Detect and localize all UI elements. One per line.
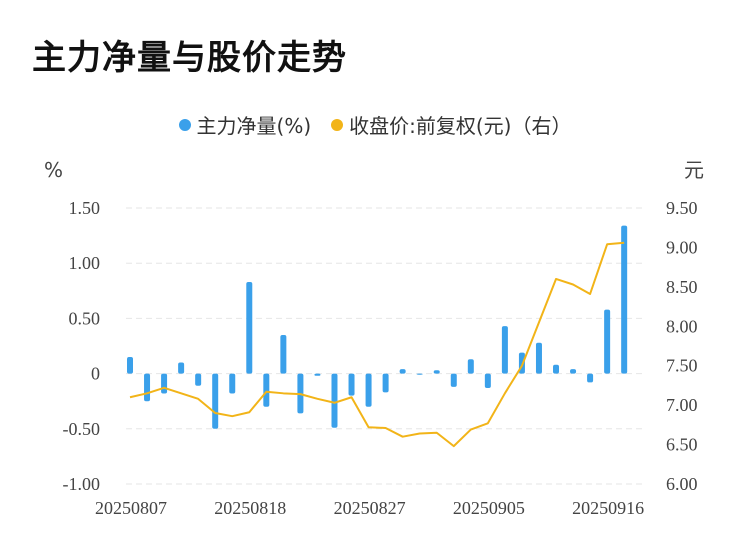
bar-mark (212, 373, 219, 429)
bar-mark (144, 373, 151, 402)
bar-mark (450, 373, 457, 387)
right-tick-label: 8.00 (666, 316, 698, 336)
left-axis-ticks: 1.50 1.00 0.50 0 -0.50 -1.00 (63, 198, 101, 494)
legend-label-close-price: 收盘价:前复权(元)（右） (349, 114, 572, 138)
bar-mark (161, 373, 168, 394)
bar-mark (382, 373, 389, 393)
bar-mark (365, 373, 372, 407)
x-axis-ticks: 20250807 20250818 20250827 20250905 20250916 (95, 498, 644, 518)
right-tick-label: 8.50 (666, 277, 698, 297)
bar-mark (416, 373, 423, 375)
bar-mark (433, 370, 440, 374)
left-tick-label: 1.50 (69, 198, 101, 218)
bar-mark (467, 359, 474, 374)
right-tick-label: 6.50 (666, 435, 698, 455)
right-tick-label: 6.00 (666, 474, 698, 494)
bar-mark (570, 369, 577, 374)
bar-mark (127, 357, 133, 374)
x-tick-label: 20250905 (453, 498, 525, 518)
legend: 主力净量(%) 收盘价:前复权(元)（右） (0, 110, 750, 139)
left-tick-label: -1.00 (63, 474, 101, 494)
left-tick-label: 0 (91, 364, 100, 384)
right-tick-label: 9.50 (666, 198, 698, 218)
bar-mark (535, 342, 542, 374)
bar-mark (246, 281, 253, 374)
grid-lines (126, 207, 645, 485)
right-tick-label: 7.50 (666, 356, 698, 376)
right-tick-label: 7.00 (666, 395, 698, 415)
legend-label-net-flow: 主力净量(%) (196, 114, 312, 138)
bar-mark (501, 326, 508, 374)
bar-mark (280, 334, 287, 374)
legend-dot-bar-icon (178, 118, 191, 131)
price-line (129, 241, 625, 448)
legend-item-close-price[interactable]: 收盘价:前复权(元)（右） (331, 110, 571, 139)
legend-dot-line-icon (331, 118, 344, 131)
bar-mark (553, 364, 560, 374)
legend-item-net-flow[interactable]: 主力净量(%) (178, 110, 312, 139)
bar-mark (399, 369, 406, 374)
bar-mark (587, 373, 594, 383)
bar-mark (331, 373, 338, 428)
bar-mark (314, 373, 321, 376)
bar-mark (263, 373, 270, 407)
x-tick-label: 20250916 (572, 498, 644, 518)
chart-title: 主力净量与股价走势 (32, 38, 347, 78)
x-tick-label: 20250807 (95, 498, 167, 518)
bar-mark (229, 373, 236, 394)
bar-series (127, 225, 628, 429)
right-axis-ticks: 9.50 9.00 8.50 8.00 7.50 7.00 6.50 6.00 (666, 198, 698, 494)
right-axis-unit: 元 (684, 158, 704, 182)
bar-mark (348, 373, 355, 396)
x-tick-label: 20250818 (214, 498, 286, 518)
bar-mark (621, 225, 628, 374)
left-tick-label: 1.00 (69, 253, 101, 273)
bar-mark (604, 309, 611, 374)
left-tick-label: 0.50 (69, 308, 101, 328)
bar-mark (195, 373, 202, 386)
line-series (129, 241, 625, 448)
left-axis-unit: % (44, 158, 63, 182)
x-tick-label: 20250827 (334, 498, 406, 518)
bar-mark (178, 362, 185, 374)
bar-mark (484, 373, 491, 388)
right-tick-label: 9.00 (666, 237, 698, 257)
left-tick-label: -0.50 (63, 419, 101, 439)
